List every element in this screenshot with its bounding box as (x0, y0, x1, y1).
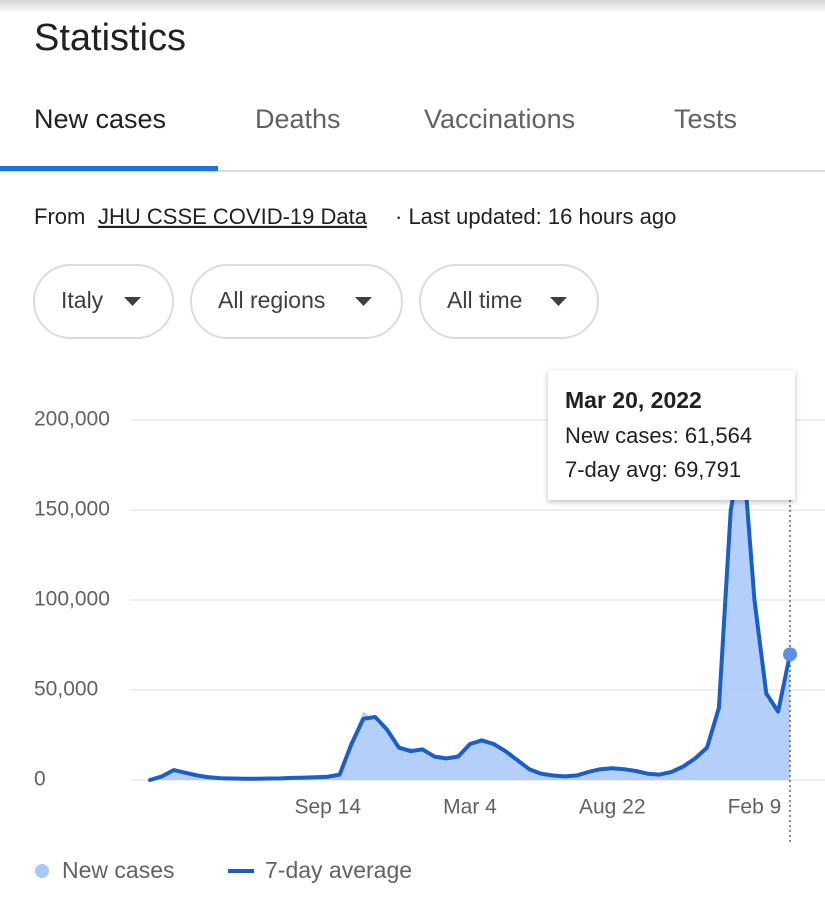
y-tick-label: 0 (34, 768, 46, 791)
legend-swatch (35, 864, 49, 878)
x-tick-label: Feb 9 (728, 796, 782, 819)
area (150, 474, 790, 780)
filter-chip[interactable] (190, 264, 403, 339)
tab[interactable]: Tests (674, 104, 737, 134)
source-link[interactable]: JHU CSSE COVID-19 Data (98, 204, 368, 229)
y-tick-label: 150,000 (34, 498, 110, 521)
filter-label: All time (447, 287, 522, 313)
tooltip-title: Mar 20, 2022 (565, 387, 702, 413)
filter-chip[interactable] (419, 264, 599, 339)
legend-label: New cases (62, 857, 174, 883)
y-tick-label: 50,000 (34, 678, 98, 701)
filters: Italy All regions All time (33, 264, 599, 339)
tabs: New cases Deaths Vaccinations Tests (0, 104, 825, 172)
dropdown-arrow (355, 297, 372, 306)
tab[interactable]: Vaccinations (424, 104, 575, 134)
tooltip-box (548, 370, 795, 500)
x-tick-label: Sep 14 (294, 796, 361, 819)
filter-chip[interactable] (33, 264, 174, 339)
chart: 0 50,000 100,000 150,000 200,000 Sep 14 Mar 4 A… (34, 408, 825, 883)
legend-label: 7-day average (265, 857, 412, 883)
tooltip-line: New cases: 61,564 (565, 423, 752, 448)
hover-point (783, 647, 797, 662)
tooltip: Mar 20, 2022 New cases: 61,564 7-day avg… (548, 370, 795, 500)
x-tick-label: Mar 4 (443, 796, 497, 819)
line (148, 445, 792, 782)
dropdown-arrow (124, 297, 141, 306)
tab[interactable]: Deaths (255, 104, 341, 134)
y-tick-label: 100,000 (34, 588, 110, 611)
tab-divider (0, 170, 825, 172)
y-tick-label: 200,000 (34, 408, 110, 431)
filter-label: Italy (61, 287, 104, 313)
tab[interactable]: New cases (34, 104, 166, 134)
filter-label: All regions (218, 287, 325, 313)
top-shadow (0, 0, 825, 14)
tooltip-line: 7-day avg: 69,791 (565, 457, 741, 482)
page-title: Statistics (34, 17, 186, 59)
dropdown-arrow (550, 297, 567, 306)
last-updated: · Last updated: 16 hours ago (395, 204, 676, 229)
x-tick-label: Aug 22 (579, 796, 646, 819)
tab-indicator (0, 166, 218, 171)
source-prefix: From (34, 204, 85, 229)
